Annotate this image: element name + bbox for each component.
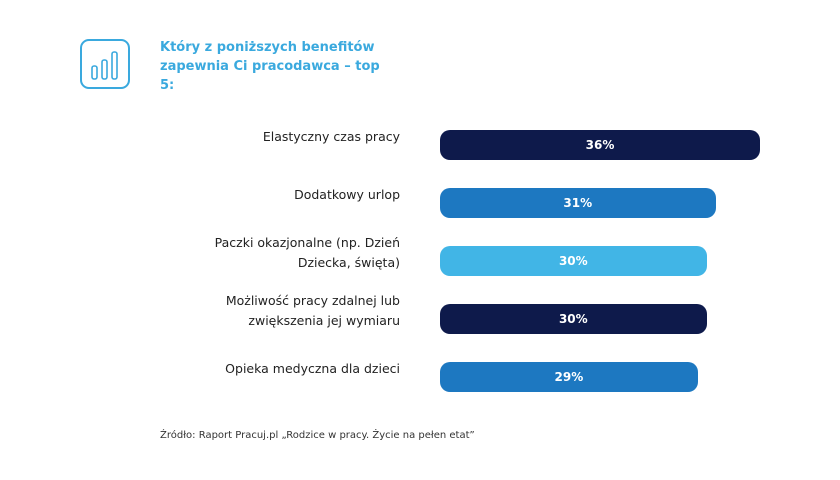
- icon-bar: [101, 59, 108, 80]
- category-label: Elastyczny czas pracy: [262, 129, 400, 144]
- icon-frame: [80, 39, 130, 89]
- bar: [440, 304, 707, 334]
- chart-title: Który z poniższych benefitów zapewnia Ci…: [160, 40, 380, 93]
- value-label: 30%: [558, 254, 588, 268]
- bar: [440, 362, 698, 392]
- icon-bar: [91, 65, 98, 80]
- value-label: 29%: [554, 370, 584, 384]
- category-label: Możliwość pracy zdalnej lub zwiększenia …: [225, 293, 400, 328]
- value-label: 30%: [558, 312, 588, 326]
- category-label: Dodatkowy urlop: [294, 187, 400, 202]
- source-note: Źródło: Raport Pracuj.pl „Rodzice w prac…: [160, 430, 475, 441]
- category-label: Paczki okazjonalne (np. Dzień Dziecka, ś…: [214, 235, 400, 270]
- bar: [440, 130, 760, 160]
- value-label: 36%: [585, 138, 615, 152]
- decoration: [80, 39, 130, 89]
- bar: [440, 188, 716, 218]
- icon-bar: [111, 51, 118, 80]
- value-label: 31%: [563, 196, 593, 210]
- bar: [440, 246, 707, 276]
- category-label: Opieka medyczna dla dzieci: [225, 361, 400, 376]
